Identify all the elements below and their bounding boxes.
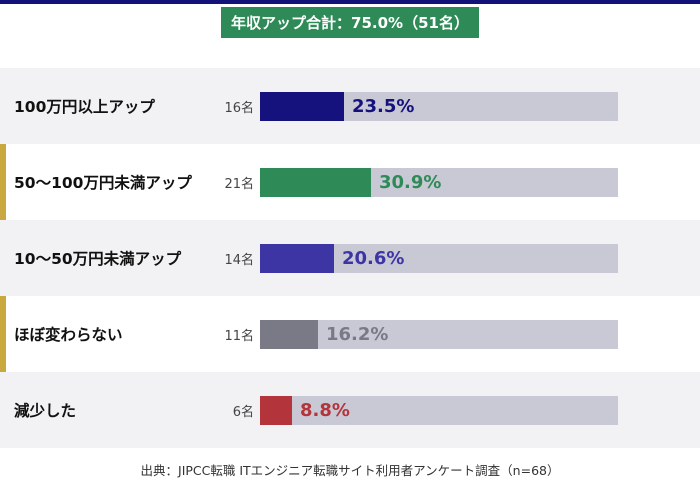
source-note: 出典：JIPCC転職 ITエンジニア転職サイト利用者アンケート調査（n=68） bbox=[140, 463, 560, 478]
count-label: 6名 bbox=[232, 404, 254, 420]
category-label: ほぼ変わらない bbox=[14, 326, 123, 344]
bar bbox=[260, 320, 318, 349]
count-label: 16名 bbox=[224, 100, 254, 116]
summary-badge: 年収アップ合計：75.0%（51名） bbox=[221, 7, 479, 38]
bar-track bbox=[260, 92, 618, 121]
bar-row: 減少した 6名 8.8% bbox=[0, 372, 700, 448]
bar-row: 10〜50万円未満アップ 14名 20.6% bbox=[0, 220, 700, 296]
count-label: 11名 bbox=[224, 328, 254, 344]
category-label: 50〜100万円未満アップ bbox=[14, 174, 192, 192]
value-label: 30.9% bbox=[379, 172, 442, 193]
bar bbox=[260, 244, 334, 273]
bar bbox=[260, 168, 371, 197]
category-label: 減少した bbox=[14, 402, 77, 420]
bar-row: ほぼ変わらない 11名 16.2% bbox=[0, 296, 700, 372]
bar bbox=[260, 92, 344, 121]
bar bbox=[260, 396, 292, 425]
value-label: 16.2% bbox=[326, 324, 389, 345]
bar-track bbox=[260, 168, 618, 197]
value-label: 20.6% bbox=[342, 248, 405, 269]
bar-track bbox=[260, 244, 618, 273]
value-label: 23.5% bbox=[352, 96, 415, 117]
category-label: 100万円以上アップ bbox=[14, 98, 155, 116]
bar-track bbox=[260, 320, 618, 349]
category-label: 10〜50万円未満アップ bbox=[14, 250, 182, 268]
count-label: 21名 bbox=[224, 176, 254, 192]
count-label: 14名 bbox=[224, 252, 254, 268]
top-rule bbox=[0, 0, 700, 4]
bar-track bbox=[260, 396, 618, 425]
bar-row: 100万円以上アップ 16名 23.5% bbox=[0, 68, 700, 144]
value-label: 8.8% bbox=[300, 400, 350, 421]
bar-row: 50〜100万円未満アップ 21名 30.9% bbox=[0, 144, 700, 220]
